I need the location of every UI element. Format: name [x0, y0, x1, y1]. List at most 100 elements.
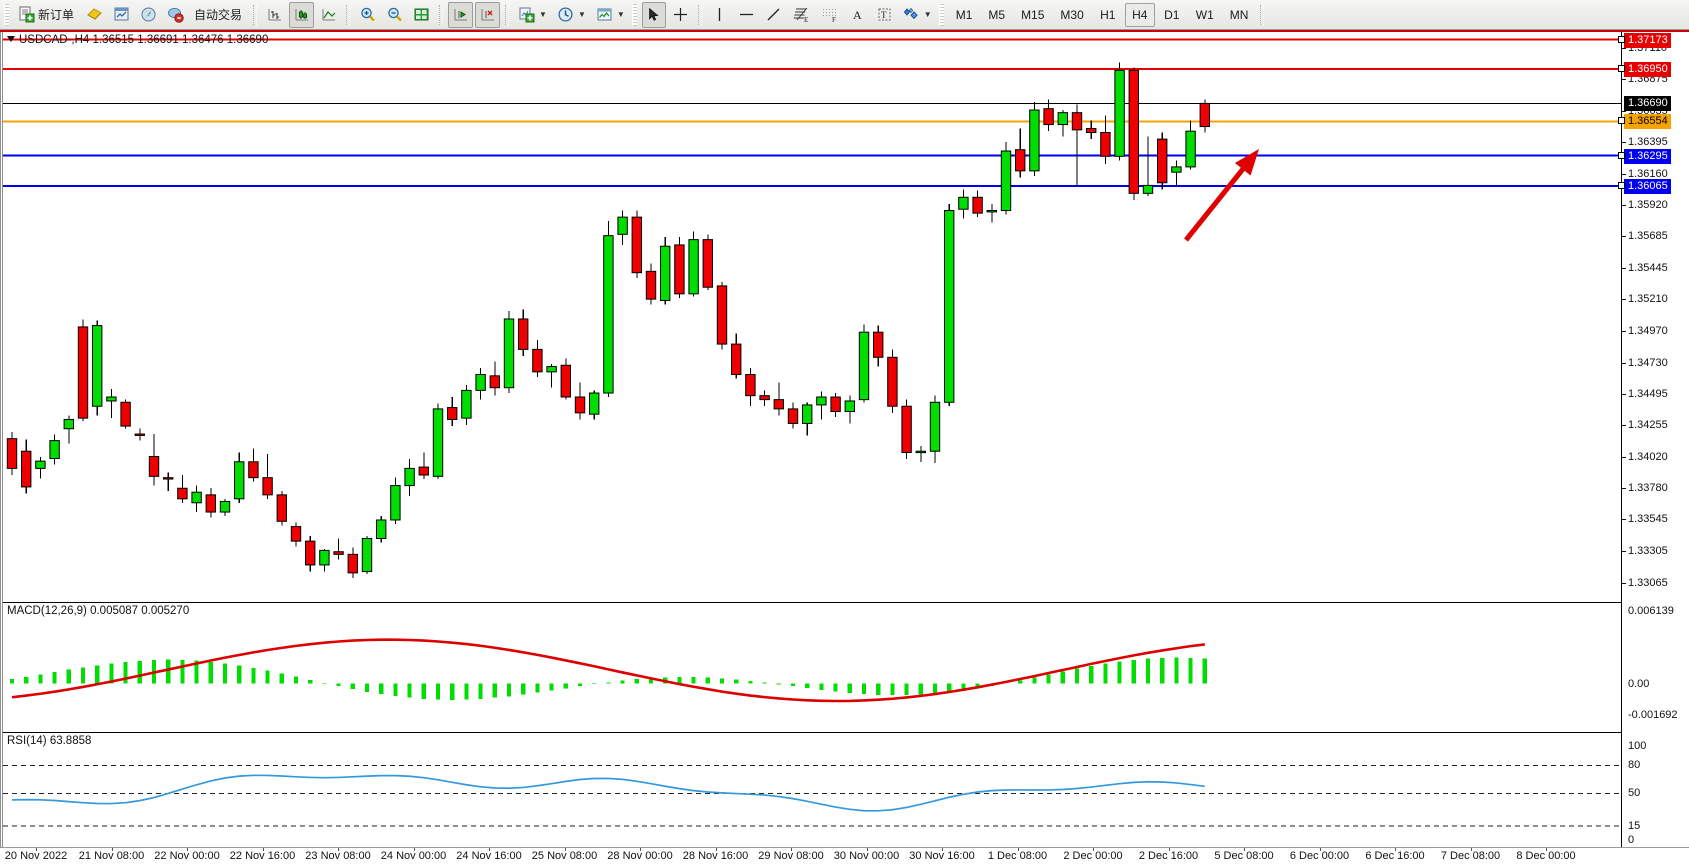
period-caret-icon[interactable]: ▼	[577, 10, 586, 19]
time-axis-label: 25 Nov 08:00	[531, 850, 598, 862]
expert-advisors-button[interactable]	[82, 2, 107, 28]
toolbar-separator-1	[253, 4, 258, 25]
terminal-button[interactable]	[163, 2, 188, 28]
time-tick-mark	[640, 848, 641, 851]
crosshair-button[interactable]	[668, 2, 693, 28]
chart-menu-arrow-icon[interactable]	[7, 36, 15, 42]
level-drag-handle[interactable]	[1618, 151, 1625, 159]
timeframe-m1[interactable]: M1	[955, 7, 973, 22]
terminal-icon	[167, 6, 184, 23]
new-chart-caret-icon[interactable]: ▼	[539, 10, 547, 19]
time-axis-label: 29 Nov 08:00	[758, 850, 824, 862]
chart-shift-button[interactable]	[448, 1, 474, 28]
toolbar-separator-4	[505, 4, 510, 25]
time-axis-label: 28 Nov 16:00	[682, 850, 749, 862]
zoom-out-button[interactable]	[382, 2, 407, 28]
data-window-button[interactable]	[109, 2, 134, 28]
time-tick-mark	[338, 848, 339, 851]
price-tag-upper-resistance[interactable]: 1.37173	[1618, 32, 1671, 48]
auto-scroll-button[interactable]	[475, 1, 501, 28]
new-chart-button[interactable]: ▼	[514, 2, 551, 28]
timeframe-w1[interactable]: W1	[1195, 7, 1214, 22]
price-tick-mark	[1622, 142, 1626, 144]
text-button[interactable]: A	[846, 2, 870, 28]
toolbar-grip-2[interactable]	[631, 3, 637, 26]
templates-button[interactable]: ▼	[592, 2, 629, 28]
rsi-axis-label: 100	[1628, 740, 1647, 752]
horizontal-line-button[interactable]	[734, 2, 759, 28]
price-tick-label: 1.35210	[1628, 293, 1668, 306]
price-tag-last-price[interactable]: 1.36690	[1624, 96, 1671, 112]
text-label-button[interactable]: T	[872, 2, 897, 28]
new-chart-icon	[518, 6, 535, 23]
timeframe-h1[interactable]: H1	[1100, 7, 1116, 22]
time-axis-label: 6 Dec 00:00	[1289, 850, 1350, 862]
price-tick-mark	[1622, 488, 1626, 490]
toolbar-grip[interactable]	[4, 3, 9, 26]
timeframe-m5[interactable]: M5	[988, 7, 1006, 22]
timeframe-h4[interactable]: H4	[1124, 2, 1155, 27]
cursor-button[interactable]	[641, 1, 666, 28]
price-tick-label: 1.33780	[1628, 482, 1668, 495]
macd-pane[interactable]: MACD(12,26,9) 0.005087 0.005270	[3, 602, 1621, 727]
zoom-in-button[interactable]	[355, 2, 380, 28]
text-icon: A	[850, 6, 865, 23]
price-pane[interactable]: USDCAD-,H4 1.36515 1.36691 1.36476 1.366…	[3, 32, 1621, 598]
level-drag-handle[interactable]	[1618, 117, 1625, 125]
timeframe-mn[interactable]: MN	[1229, 7, 1249, 22]
auto-scroll-icon	[479, 6, 496, 23]
time-axis[interactable]: 20 Nov 2022 21 Nov 08:00 22 Nov 00:00 22 No…	[0, 847, 1689, 865]
price-tick-mark	[1622, 205, 1626, 207]
time-axis-label: 5 Dec 08:00	[1214, 850, 1274, 862]
time-axis-label: 24 Nov 00:00	[380, 850, 447, 862]
chart-shift-icon	[452, 6, 469, 23]
price-tick-label: 1.35920	[1628, 199, 1668, 212]
time-tick-mark	[1017, 848, 1019, 851]
candlestick-chart-button[interactable]	[289, 1, 315, 28]
bar-chart-button[interactable]	[262, 2, 287, 28]
price-tag-support-2[interactable]: 1.36065	[1618, 179, 1671, 195]
price-tick-mark	[1622, 582, 1626, 584]
navigator-button[interactable]	[136, 2, 161, 28]
autotrading-label: 自动交易	[194, 8, 243, 22]
price-axis[interactable]: 1.371101.368751.366351.363951.361601.359…	[1618, 32, 1689, 849]
shapes-caret-icon[interactable]: ▼	[923, 10, 932, 19]
toolbar-separator-3	[439, 4, 444, 25]
toolbar-separator-2	[346, 4, 351, 25]
level-drag-handle[interactable]	[1618, 182, 1625, 190]
period-button[interactable]: ▼	[553, 2, 590, 28]
tile-windows-button[interactable]	[409, 2, 434, 28]
timeframe-m15[interactable]: M15	[1021, 7, 1045, 22]
price-tick-mark	[1622, 47, 1626, 49]
svg-text:A: A	[853, 8, 862, 22]
price-tick-mark	[1622, 425, 1626, 427]
autotrading-button[interactable]: 自动交易	[190, 2, 248, 28]
equidistant-channel-button[interactable]: F	[817, 2, 844, 28]
level-drag-handle[interactable]	[1618, 65, 1625, 73]
price-tick-label: 1.34020	[1628, 450, 1668, 463]
trendline-button[interactable]	[761, 2, 786, 28]
shapes-button[interactable]: ▼	[899, 2, 936, 28]
timeframe-m30[interactable]: M30	[1060, 7, 1084, 22]
toolbar-grip-3[interactable]	[938, 3, 944, 26]
new-order-button[interactable]: 新订单	[14, 2, 80, 28]
vertical-line-icon	[711, 6, 728, 23]
level-drag-handle[interactable]	[1618, 35, 1625, 43]
timeframe-d1[interactable]: D1	[1164, 7, 1180, 22]
line-chart-button[interactable]	[316, 2, 341, 28]
price-tag-support-1[interactable]: 1.36295	[1618, 148, 1671, 164]
price-tick-mark	[1622, 551, 1626, 553]
templates-caret-icon[interactable]: ▼	[616, 10, 625, 19]
price-tag-pivot[interactable]: 1.36554	[1618, 114, 1671, 130]
tile-windows-icon	[413, 6, 430, 23]
time-tick-mark	[715, 848, 717, 851]
time-axis-label: 28 Nov 00:00	[607, 850, 673, 862]
price-tick-label: 1.34730	[1628, 356, 1668, 369]
vertical-line-button[interactable]	[707, 2, 732, 28]
time-axis-label: 22 Nov 16:00	[229, 850, 296, 862]
rsi-pane[interactable]: RSI(14) 63.8858	[3, 732, 1621, 849]
zoom-in-icon	[359, 6, 376, 23]
price-tag-resistance[interactable]: 1.36950	[1618, 62, 1671, 78]
fibonacci-button[interactable]: E	[788, 2, 815, 28]
chart-frame[interactable]: USDCAD-,H4 1.36515 1.36691 1.36476 1.366…	[0, 30, 1689, 865]
